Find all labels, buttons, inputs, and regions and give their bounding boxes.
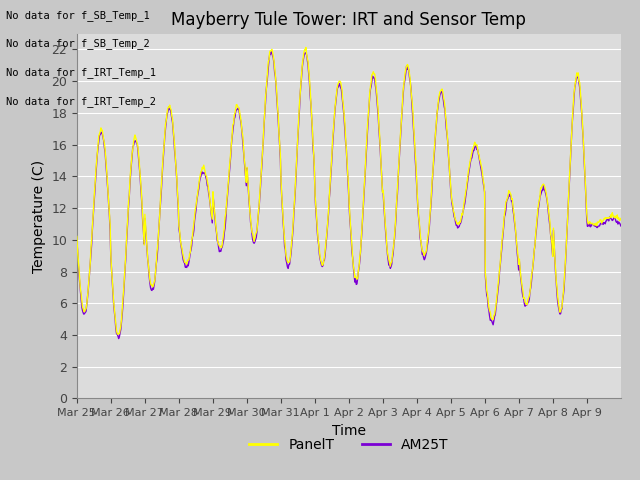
Text: No data for f_IRT_Temp_1: No data for f_IRT_Temp_1 <box>6 67 156 78</box>
AM25T <box>268 48 275 54</box>
Text: No data for f_IRT_Temp_2: No data for f_IRT_Temp_2 <box>6 96 156 107</box>
AM25T <box>617 223 625 229</box>
PanelT <box>302 45 310 50</box>
Title: Mayberry Tule Tower: IRT and Sensor Temp: Mayberry Tule Tower: IRT and Sensor Temp <box>172 11 526 29</box>
PanelT <box>73 234 81 240</box>
PanelT <box>285 259 292 265</box>
X-axis label: Time: Time <box>332 424 366 438</box>
Text: No data for f_SB_Temp_1: No data for f_SB_Temp_1 <box>6 10 150 21</box>
Y-axis label: Temperature (C): Temperature (C) <box>31 159 45 273</box>
PanelT <box>437 88 445 94</box>
AM25T <box>437 90 445 96</box>
PanelT <box>406 76 414 82</box>
PanelT <box>237 121 245 127</box>
AM25T <box>264 63 272 69</box>
PanelT <box>138 189 145 194</box>
AM25T <box>138 192 145 198</box>
PanelT <box>264 59 272 65</box>
PanelT <box>617 216 625 221</box>
Text: No data for f_SB_Temp_2: No data for f_SB_Temp_2 <box>6 38 150 49</box>
AM25T <box>406 79 414 84</box>
AM25T <box>285 262 293 267</box>
AM25T <box>237 123 245 129</box>
Legend: PanelT, AM25T: PanelT, AM25T <box>244 432 454 457</box>
Line: AM25T: AM25T <box>77 51 621 338</box>
Line: PanelT: PanelT <box>77 48 621 335</box>
AM25T <box>73 238 81 244</box>
AM25T <box>115 336 122 341</box>
PanelT <box>114 332 122 337</box>
